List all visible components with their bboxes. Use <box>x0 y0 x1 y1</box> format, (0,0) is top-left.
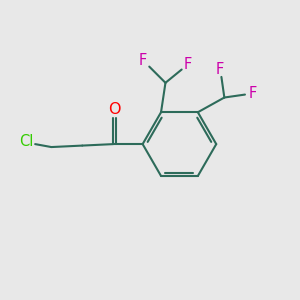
Text: F: F <box>184 57 192 72</box>
Text: F: F <box>249 85 257 100</box>
Text: Cl: Cl <box>19 134 34 149</box>
Text: F: F <box>139 53 147 68</box>
Text: F: F <box>216 62 224 77</box>
Text: O: O <box>108 102 121 117</box>
